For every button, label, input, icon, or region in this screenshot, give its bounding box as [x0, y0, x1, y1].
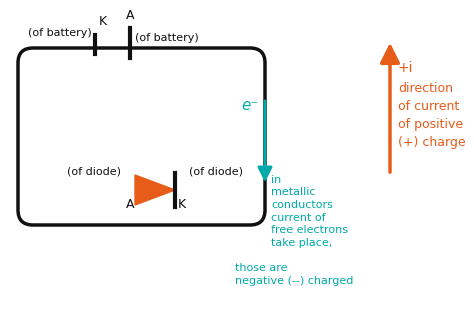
Text: metallic
conductors
current of
free electrons
take place,: metallic conductors current of free elec… — [271, 187, 348, 248]
Text: (of battery): (of battery) — [28, 28, 92, 38]
Polygon shape — [135, 175, 175, 205]
Text: (of diode): (of diode) — [189, 167, 243, 177]
Text: A: A — [126, 198, 134, 211]
Text: A: A — [126, 9, 135, 22]
Text: K: K — [99, 15, 107, 28]
Text: e⁻: e⁻ — [242, 99, 259, 113]
Text: those are
negative (--) charged: those are negative (--) charged — [235, 263, 354, 286]
Text: in: in — [271, 175, 281, 185]
Text: +i: +i — [398, 61, 413, 75]
Text: direction
of current
of positive
(+) charge: direction of current of positive (+) cha… — [398, 82, 465, 149]
Text: K: K — [178, 198, 186, 211]
Text: (of battery): (of battery) — [135, 33, 199, 43]
Text: (of diode): (of diode) — [67, 167, 121, 177]
